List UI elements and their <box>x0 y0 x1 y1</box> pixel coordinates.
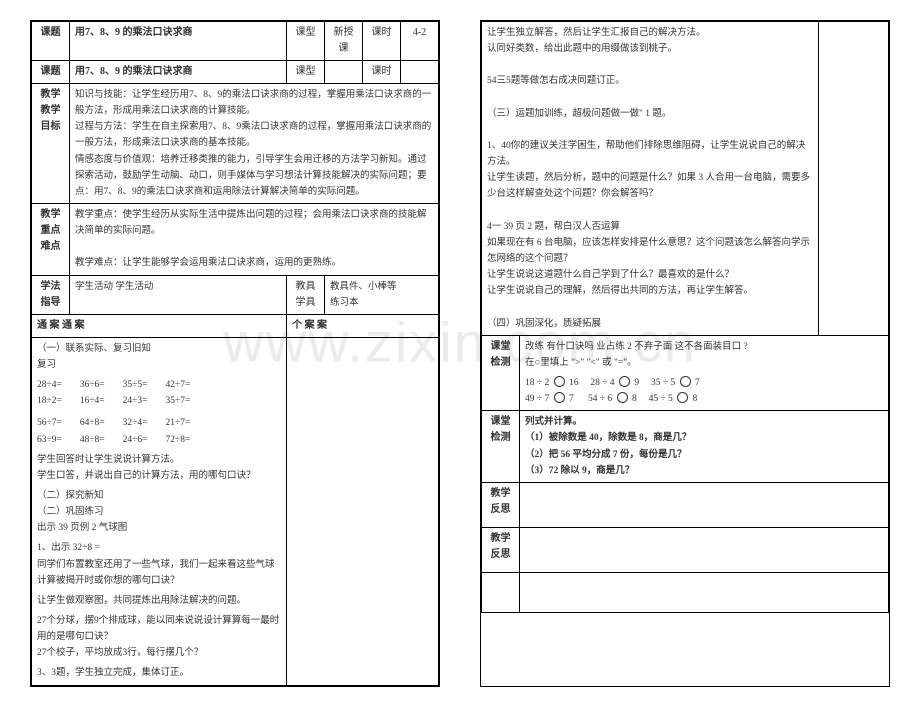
label-topic-b: 课题 <box>32 61 70 84</box>
right-table: 让学生独立解答，然后让学生汇报自己的解决方法。 认同好类数，给出此题中的用缀做该… <box>481 21 889 613</box>
test-row-1: 课堂 检测 改练 有什口诀吗 业占练 2 不弃子面 这不各面装目口 ? 在○里填… <box>482 335 889 411</box>
eq-row-4: 63÷9= 48÷8= 24÷6= 72÷8= <box>37 432 281 448</box>
eq: 56÷7= <box>37 415 62 431</box>
eq: 64÷8= <box>80 415 105 431</box>
label-topic: 课题 <box>32 22 70 61</box>
left-page: 课题 用7、8、9 的乘法口诀求商 课型 新授课 课时 4-2 课题 用7、8、… <box>30 20 440 687</box>
eq: 24÷3= <box>123 393 148 409</box>
blank-label <box>482 572 520 612</box>
value-reflect1 <box>520 482 889 527</box>
cmp: 18 ÷ 2 16 28 ÷ 4 9 35 ÷ 5 7 <box>525 378 700 388</box>
header-row-1: 课题 用7、8、9 的乘法口诀求商 课型 新授课 课时 4-2 <box>32 22 439 61</box>
sec2: （二）探究新知 （二）巩固练习 出示 39 页例 2 气球图 <box>37 488 281 536</box>
test-row-2: 课堂 检测 列式并计算。 （1）被除数是 40，除数是 8，商是几？ （2）把 … <box>482 411 889 483</box>
sec1-title: （一）联系实际、复习旧知 复习 <box>37 341 281 373</box>
label-period-b: 课时 <box>363 61 401 84</box>
test1-line1: 18 ÷ 2 16 28 ÷ 4 9 35 ÷ 5 7 <box>525 375 883 391</box>
label-test1: 课堂 检测 <box>482 335 520 411</box>
header-row-1b: 课题 用7、8、9 的乘法口诀求商 课型 课时 <box>32 61 439 84</box>
page-container: 课题 用7、8、9 的乘法口诀求商 课型 新授课 课时 4-2 课题 用7、8、… <box>0 0 920 707</box>
value-reflect2 <box>520 527 889 572</box>
label-test2: 课堂 检测 <box>482 411 520 483</box>
value-test2: 列式并计算。 （1）被除数是 40，除数是 8，商是几？ （2）把 56 平均分… <box>520 411 889 483</box>
eq: 24÷6= <box>123 432 148 448</box>
eq: 63÷9= <box>37 432 62 448</box>
value-type-b <box>325 61 363 84</box>
reflect-row-1: 教学 反思 <box>482 482 889 527</box>
reflect-row-2: 教学 反思 <box>482 527 889 572</box>
eq: 42÷7= <box>165 377 190 393</box>
value-test1: 改练 有什口诀吗 业占练 2 不弃子面 这不各面装目口 ? 在○里填上 ">" … <box>520 335 889 411</box>
test2-1: （1）被除数是 40，除数是 8，商是几？ <box>525 430 883 446</box>
value-tool: 教具件、小棒等 练习本 <box>325 275 439 314</box>
body-row: （一）联系实际、复习旧知 复习 28÷4= 36÷6= 35÷5= 42÷7= … <box>32 337 439 685</box>
p4: 27个分球，摆9个排成球，能以同来说说设计算算每一最时用的是哪句口诀？ 27个校… <box>37 613 281 661</box>
blank-row <box>482 572 889 612</box>
eq: 48÷8= <box>80 432 105 448</box>
eq-row-2: 18÷2= 16÷4= 24÷3= 35÷7= <box>37 393 281 409</box>
plan-left-label: 通 案 通 案 <box>32 314 287 337</box>
test2-3: （3）72 除以 9，商是几？ <box>525 463 883 479</box>
value-period: 4-2 <box>401 22 439 61</box>
method-row: 学法 指导 学生活动 学生活动 教具 学具 教具件、小棒等 练习本 <box>32 275 439 314</box>
label-period: 课时 <box>363 22 401 61</box>
right-top-left: 让学生独立解答，然后让学生汇报自己的解决方法。 认同好类数，给出此题中的用缀做该… <box>482 22 819 336</box>
eq: 32÷4= <box>123 415 148 431</box>
eq: 72÷8= <box>165 432 190 448</box>
goals-row: 教学 教学 目标 知识与技能：让学生经历用7、8、9的乘法口诀求商的过程，掌握用… <box>32 84 439 204</box>
test1-line2: 49 ÷ 7 7 54 ÷ 6 8 45 ÷ 5 8 <box>525 391 883 407</box>
label-method: 学法 指导 <box>32 275 70 314</box>
value-topic-b: 用7、8、9 的乘法口诀求商 <box>70 61 287 84</box>
plan-header-row: 通 案 通 案 个 案 案 <box>32 314 439 337</box>
eq: 21÷7= <box>165 415 190 431</box>
label-tool: 教具 学具 <box>287 275 325 314</box>
label-reflect2: 教学 反思 <box>482 527 520 572</box>
value-type: 新授课 <box>325 22 363 61</box>
value-period-b <box>401 61 439 84</box>
eq: 28÷4= <box>37 377 62 393</box>
blank-value <box>520 572 889 612</box>
label-goals: 教学 教学 目标 <box>32 84 70 204</box>
p5: 3、3题，学生独立完成，集体订正。 <box>37 665 281 681</box>
p3: 让学生做观察图，共同提炼出用除法解决的问题。 <box>37 593 281 609</box>
right-top-right <box>819 22 889 336</box>
eq-block: 28÷4= 36÷6= 35÷5= 42÷7= 18÷2= 16÷4= 24÷3… <box>37 377 281 448</box>
eq: 16÷4= <box>80 393 105 409</box>
test2-2: （2）把 56 平均分成 7 份，每份是几？ <box>525 447 883 463</box>
key-row: 教学 重点 难点 教学重点：使学生经历从实际生活中提炼出问题的过程；会用乘法口诀… <box>32 203 439 275</box>
eq-row-1: 28÷4= 36÷6= 35÷5= 42÷7= <box>37 377 281 393</box>
label-key: 教学 重点 难点 <box>32 203 70 275</box>
body-right <box>287 337 439 685</box>
test1-title: 改练 有什口诀吗 业占练 2 不弃子面 这不各面装目口 ? 在○里填上 ">" … <box>525 339 883 371</box>
p2: 1、出示 32÷8 = 同学们布置教室还用了一些气球，我们一起来看这些气球计算被… <box>37 540 281 588</box>
plan-right-label: 个 案 案 <box>287 314 439 337</box>
value-goals: 知识与技能：让学生经历用7、8、9的乘法口诀求商的过程，掌握用乘法口诀求商的一般… <box>70 84 439 204</box>
p1: 学生回答时让学生说说计算方法。 学生口答，并说出自己的计算方法，用的哪句口诀？ <box>37 452 281 484</box>
eq: 18÷2= <box>37 393 62 409</box>
value-key: 教学重点：使学生经历从实际生活中提炼出问题的过程；会用乘法口诀求商的技能解决简单… <box>70 203 439 275</box>
value-topic: 用7、8、9 的乘法口诀求商 <box>70 22 287 61</box>
eq: 35÷5= <box>123 377 148 393</box>
value-method: 学生活动 学生活动 <box>70 275 287 314</box>
left-table: 课题 用7、8、9 的乘法口诀求商 课型 新授课 课时 4-2 课题 用7、8、… <box>31 21 439 686</box>
label-reflect1: 教学 反思 <box>482 482 520 527</box>
eq: 36÷6= <box>80 377 105 393</box>
label-type-b: 课型 <box>287 61 325 84</box>
eq: 35÷7= <box>165 393 190 409</box>
label-type: 课型 <box>287 22 325 61</box>
test2-title: 列式并计算。 <box>525 414 883 430</box>
right-top-row: 让学生独立解答，然后让学生汇报自己的解决方法。 认同好类数，给出此题中的用缀做该… <box>482 22 889 336</box>
eq-row-3: 56÷7= 64÷8= 32÷4= 21÷7= <box>37 415 281 431</box>
cmp: 49 ÷ 7 7 54 ÷ 6 8 45 ÷ 5 8 <box>525 394 697 404</box>
right-page: 让学生独立解答，然后让学生汇报自己的解决方法。 认同好类数，给出此题中的用缀做该… <box>480 20 890 687</box>
body-left: （一）联系实际、复习旧知 复习 28÷4= 36÷6= 35÷5= 42÷7= … <box>32 337 287 685</box>
